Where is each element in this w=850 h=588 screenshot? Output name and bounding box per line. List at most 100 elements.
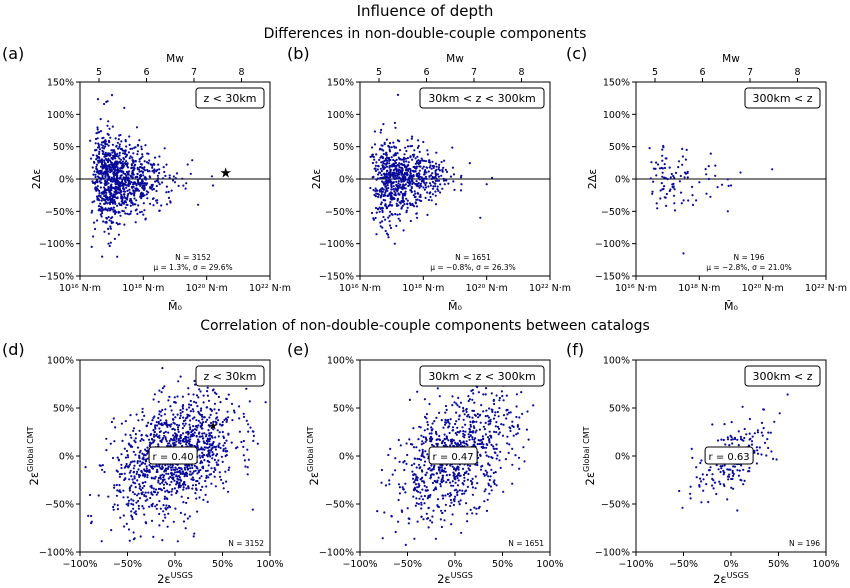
data-point [419, 426, 422, 429]
data-point [509, 429, 512, 433]
data-point [92, 181, 95, 184]
data-point [214, 485, 217, 488]
data-point [486, 471, 489, 474]
data-point [141, 192, 144, 195]
data-point [152, 433, 156, 436]
data-point [488, 438, 491, 441]
data-point [105, 154, 108, 157]
data-point [181, 440, 184, 443]
y-tick-label: −150% [319, 272, 354, 283]
data-point [154, 180, 157, 183]
data-point [127, 502, 130, 505]
stats-n: N = 196 [734, 253, 765, 262]
data-point [215, 461, 218, 464]
data-point [155, 433, 158, 436]
data-point [434, 486, 437, 489]
data-point [452, 173, 456, 176]
data-point [663, 196, 666, 199]
data-point [140, 170, 143, 173]
data-point [126, 173, 129, 176]
data-point [739, 478, 742, 481]
data-point [504, 458, 507, 461]
data-point [452, 484, 455, 487]
data-point [439, 471, 442, 474]
data-point [382, 123, 385, 126]
data-point [110, 221, 113, 225]
data-point [107, 175, 110, 178]
data-point [248, 400, 251, 403]
data-point [106, 196, 109, 199]
data-point [463, 479, 466, 482]
data-point [375, 178, 378, 181]
data-point [416, 184, 419, 187]
data-point [762, 408, 766, 411]
data-point [205, 485, 208, 488]
data-point [194, 492, 197, 495]
data-point [437, 168, 440, 171]
data-point [743, 479, 746, 482]
data-point [451, 426, 455, 429]
data-point [183, 466, 186, 469]
data-point [196, 510, 199, 513]
data-point [173, 479, 176, 482]
data-point [133, 460, 136, 463]
data-point [112, 505, 115, 509]
data-point [220, 478, 223, 481]
data-point [441, 464, 444, 467]
data-point [193, 431, 196, 434]
data-point [458, 415, 461, 418]
data-point [469, 420, 472, 423]
data-point [109, 178, 112, 181]
data-point [161, 438, 164, 441]
data-point [729, 468, 732, 471]
data-point [419, 458, 423, 461]
data-point [179, 414, 182, 417]
data-point [153, 430, 156, 434]
data-point [748, 466, 751, 469]
data-point [208, 461, 211, 464]
data-point [473, 426, 476, 430]
stats-mu-sigma: μ = −2.8%, σ = 21.0% [706, 263, 792, 272]
data-point [211, 451, 214, 454]
data-point [399, 183, 402, 186]
data-point [441, 439, 445, 443]
data-point [753, 449, 756, 452]
data-point [157, 416, 160, 420]
data-point [198, 413, 201, 416]
data-point [388, 214, 391, 217]
data-point [410, 190, 413, 193]
data-point [161, 423, 164, 426]
data-point [242, 445, 245, 448]
data-point [453, 401, 456, 404]
data-point [104, 188, 107, 191]
data-point [123, 525, 126, 528]
data-point [226, 410, 229, 413]
data-point [195, 401, 198, 404]
data-point [195, 487, 198, 490]
data-point [201, 418, 204, 421]
data-point [390, 186, 393, 189]
data-point [711, 473, 714, 476]
data-point [169, 466, 172, 469]
data-point [176, 540, 179, 543]
data-point [161, 465, 164, 468]
data-point [104, 171, 108, 174]
data-point [128, 199, 131, 202]
data-point [702, 478, 705, 481]
data-point [171, 428, 174, 431]
data-point [455, 433, 458, 436]
data-point [156, 201, 159, 204]
data-point [413, 190, 416, 193]
data-point [720, 438, 723, 441]
data-point [114, 172, 117, 175]
figure-title: Influence of depth [356, 2, 494, 20]
data-point [147, 152, 150, 155]
data-point [435, 416, 438, 419]
data-point [164, 174, 167, 177]
x-tick-label: 0% [167, 559, 182, 570]
data-point [724, 443, 727, 446]
data-point [405, 160, 408, 163]
data-point [131, 478, 134, 481]
data-point [207, 452, 210, 455]
data-point [406, 507, 409, 510]
